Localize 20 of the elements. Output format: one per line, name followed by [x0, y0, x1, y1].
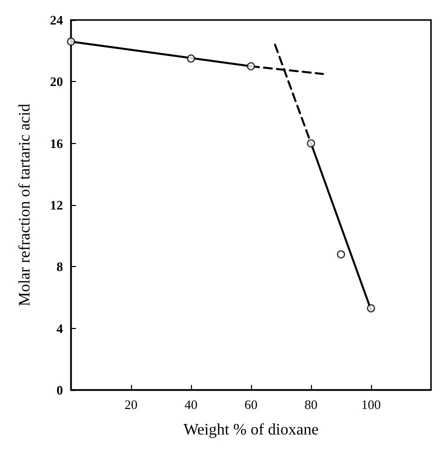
x-tick-label: 20	[124, 397, 138, 412]
y-tick-label: 16	[50, 136, 64, 151]
y-tick-label: 8	[56, 259, 64, 274]
y-tick-label: 4	[56, 320, 64, 336]
point	[366, 304, 376, 312]
x-axis-title: Weight % of dioxane	[183, 422, 319, 438]
x-tick-label: 60	[244, 397, 258, 412]
x-tick-label: 40	[184, 397, 198, 412]
y-tick-label: 12	[50, 198, 63, 212]
x-tick-label: 100	[361, 397, 381, 412]
y-tick-label: 20	[50, 74, 63, 90]
x-tick-label: 80	[304, 397, 318, 412]
y-tick-label: 0	[56, 382, 63, 398]
y-axis-title: Molar refraction of tartaric acid	[16, 104, 34, 306]
point	[336, 250, 346, 258]
point	[66, 37, 76, 46]
point	[246, 62, 256, 70]
y-tick-label: 24	[50, 12, 64, 28]
point	[186, 54, 196, 63]
point	[306, 139, 316, 148]
